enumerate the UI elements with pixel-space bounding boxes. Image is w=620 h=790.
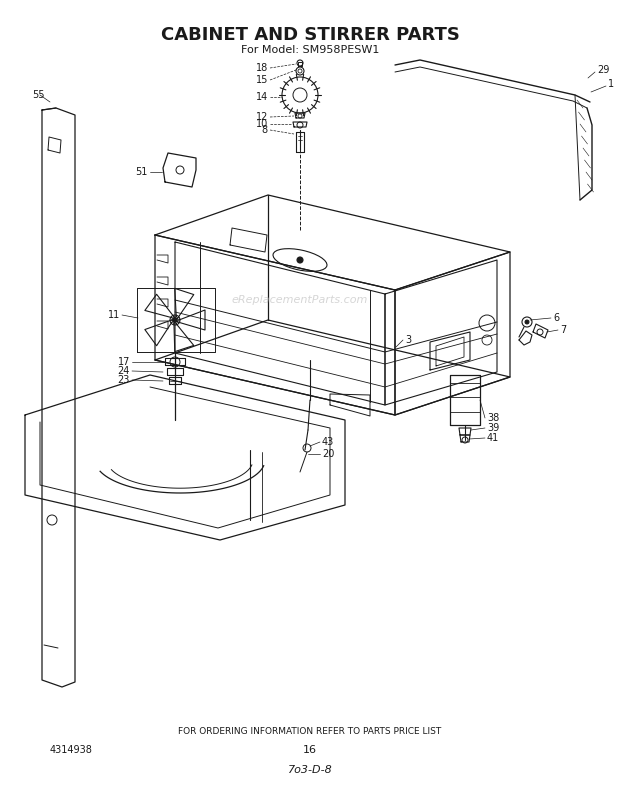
Text: 39: 39	[487, 423, 499, 433]
Text: 7o3-D-8: 7o3-D-8	[288, 765, 332, 775]
Text: FOR ORDERING INFORMATION REFER TO PARTS PRICE LIST: FOR ORDERING INFORMATION REFER TO PARTS …	[179, 728, 441, 736]
Text: 16: 16	[303, 745, 317, 755]
Text: 51: 51	[136, 167, 148, 177]
Text: 1: 1	[608, 79, 614, 89]
Text: 6: 6	[553, 313, 559, 323]
Text: 55: 55	[32, 90, 45, 100]
Circle shape	[297, 257, 303, 263]
Text: 7: 7	[560, 325, 566, 335]
Text: 24: 24	[118, 366, 130, 376]
Circle shape	[525, 320, 529, 324]
Text: 4314938: 4314938	[50, 745, 93, 755]
Text: 18: 18	[255, 63, 268, 73]
Text: 3: 3	[405, 335, 411, 345]
Text: 20: 20	[322, 449, 334, 459]
Circle shape	[173, 318, 177, 322]
Text: 12: 12	[255, 112, 268, 122]
Text: 15: 15	[255, 75, 268, 85]
Text: 10: 10	[255, 119, 268, 129]
Text: 38: 38	[487, 413, 499, 423]
Text: 17: 17	[118, 357, 130, 367]
Text: For Model: SM958PESW1: For Model: SM958PESW1	[241, 45, 379, 55]
Text: 41: 41	[487, 433, 499, 443]
Text: 43: 43	[322, 437, 334, 447]
Text: eReplacementParts.com: eReplacementParts.com	[232, 295, 368, 305]
Text: 11: 11	[108, 310, 120, 320]
Text: 23: 23	[118, 375, 130, 385]
Text: CABINET AND STIRRER PARTS: CABINET AND STIRRER PARTS	[161, 26, 459, 44]
Text: 8: 8	[262, 125, 268, 135]
Text: 29: 29	[597, 65, 609, 75]
Text: 14: 14	[255, 92, 268, 102]
